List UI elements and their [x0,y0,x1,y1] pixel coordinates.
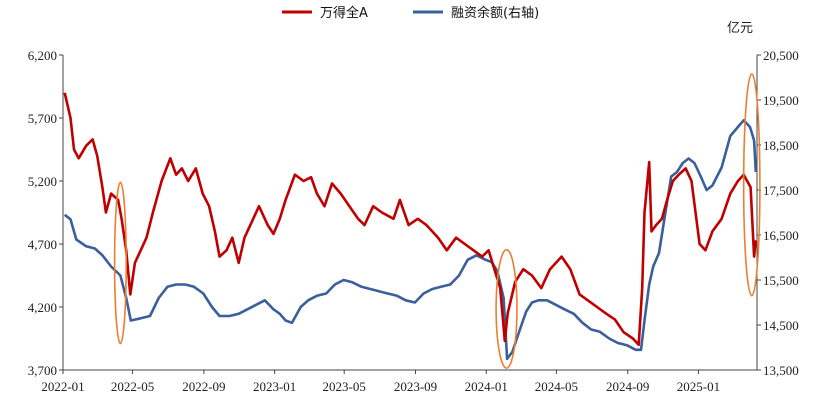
highlight-ellipse [113,181,127,345]
x-tick-label: 2023-05 [323,379,366,394]
right-tick-label: 18,500 [763,138,799,153]
x-tick-label: 2022-01 [41,379,84,394]
x-tick-label: 2024-01 [465,379,508,394]
left-tick-label: 6,200 [28,48,57,63]
right-tick-label: 16,500 [763,228,799,243]
legend-label-a: 万得全A [320,5,368,21]
left-tick-label: 3,700 [28,363,57,378]
annotations [113,73,761,369]
left-tick-label: 4,200 [28,300,57,315]
series-line-margin-balance [63,119,758,361]
right-tick-label: 13,500 [763,363,799,378]
left-tick-label: 5,200 [28,174,57,189]
x-tick-label: 2022-05 [111,379,154,394]
axes: 3,700 4,200 4,700 5,200 5,700 6,200 13,500 14,5… [28,48,799,394]
right-tick-label: 15,500 [763,273,799,288]
x-tick-label: 2023-09 [394,379,437,394]
highlight-ellipse [495,248,518,369]
right-tick-label: 19,500 [763,93,799,108]
series-group [63,92,758,361]
x-tick-label: 2025-01 [677,379,720,394]
right-tick-label: 14,500 [763,318,799,333]
left-tick-label: 5,700 [28,111,57,126]
left-tick-label: 4,700 [28,237,57,252]
x-tick-label: 2023-01 [253,379,296,394]
right-tick-label: 17,500 [763,183,799,198]
legend: 万得全A 融资余额(右轴) [282,5,539,21]
x-tick-label: 2022-09 [182,379,225,394]
x-tick-label: 2024-05 [535,379,578,394]
series-line-wind-a [63,92,758,347]
right-axis-unit: 亿元 [727,21,753,36]
highlight-ellipse [742,73,761,297]
x-tick-label: 2024-09 [606,379,649,394]
legend-label-b: 融资余额(右轴) [451,5,539,21]
right-tick-label: 20,500 [763,48,799,63]
